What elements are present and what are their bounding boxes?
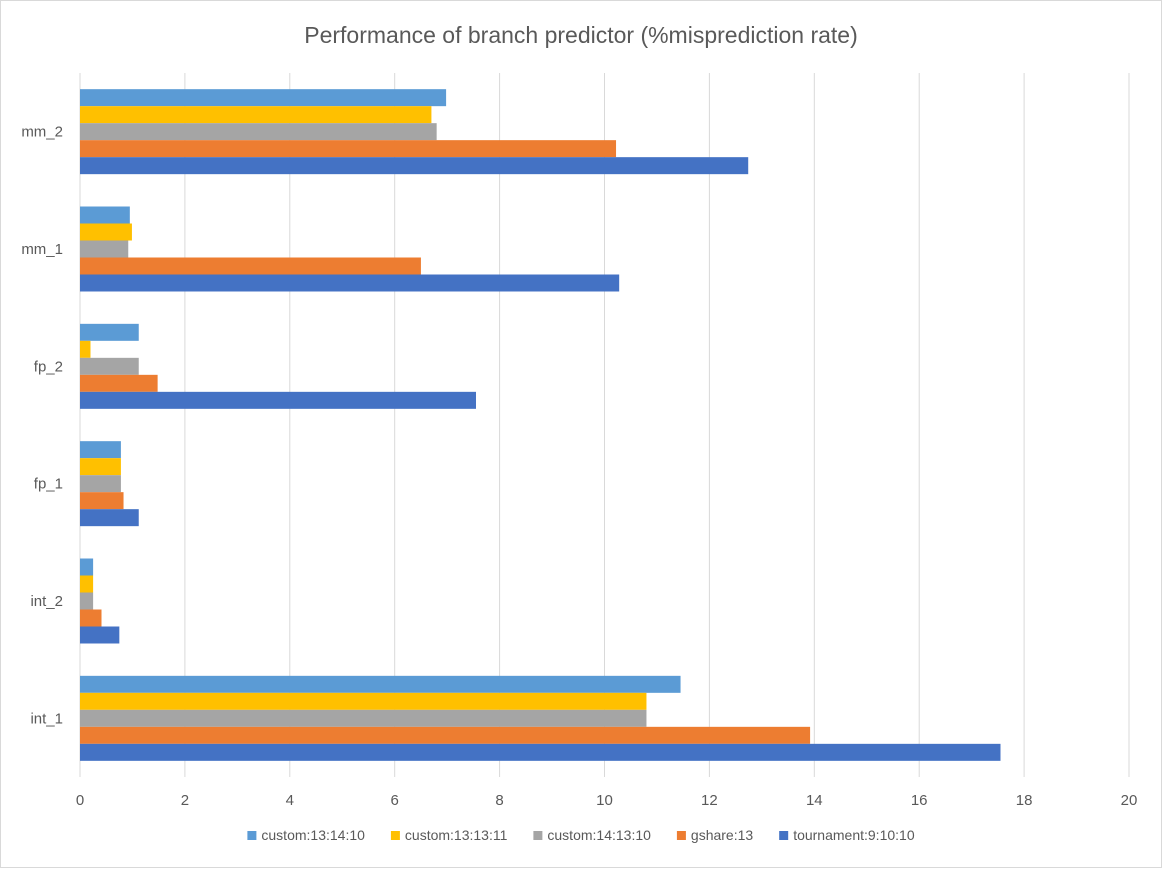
- bar-int-1-series-3: [80, 726, 811, 744]
- category-label-fp-2: fp_2: [34, 358, 63, 375]
- bar-int-1-series-4: [80, 743, 1001, 761]
- bar-int-2-series-3: [80, 609, 102, 627]
- bar-mm-1-series-0: [80, 206, 130, 224]
- bar-fp-2-series-3: [80, 374, 158, 392]
- legend-label-0: custom:13:14:10: [261, 827, 365, 843]
- x-tick-label: 16: [911, 792, 928, 809]
- bar-mm-2-series-3: [80, 140, 617, 158]
- gridlines: [79, 73, 1130, 777]
- bar-mm-2-series-4: [80, 157, 749, 175]
- legend-label-3: gshare:13: [691, 827, 753, 843]
- legend-label-2: custom:14:13:10: [547, 827, 651, 843]
- category-label-fp-1: fp_1: [34, 476, 63, 493]
- legend-swatch-0: [247, 831, 257, 840]
- bar-mm-2-series-2: [80, 123, 437, 141]
- bar-mm-2-series-1: [80, 106, 432, 124]
- bar-fp-2-series-2: [80, 357, 139, 375]
- bar-fp-1-series-4: [80, 509, 139, 527]
- category-label-mm-2: mm_2: [21, 124, 63, 141]
- legend-swatch-1: [390, 831, 400, 840]
- bar-int-1-series-0: [80, 675, 681, 693]
- x-tick-label: 18: [1016, 792, 1033, 809]
- category-label-int-2: int_2: [30, 593, 63, 610]
- x-tick-label: 2: [181, 792, 189, 809]
- x-tick-label: 8: [495, 792, 503, 809]
- category-label-mm-1: mm_1: [21, 241, 63, 258]
- chart-title: Performance of branch predictor (%mispre…: [304, 22, 858, 48]
- bar-mm-1-series-2: [80, 240, 129, 258]
- x-tick-label: 14: [806, 792, 823, 809]
- y-axis-labels: int_1 int_2 fp_1 fp_2 mm_1 mm_2: [21, 124, 63, 728]
- bar-int-2-series-0: [80, 558, 94, 576]
- bar-int-2-series-4: [80, 626, 120, 644]
- x-axis-labels: 0 2 4 6 8 10 12 14 16 18 20: [76, 792, 1138, 809]
- bar-fp-1-series-2: [80, 475, 121, 493]
- x-tick-label: 4: [286, 792, 294, 809]
- bar-fp-1-series-1: [80, 458, 121, 476]
- bar-mm-1-series-3: [80, 257, 421, 275]
- bar-mm-1-series-4: [80, 274, 620, 292]
- bar-int-2-series-1: [80, 575, 94, 593]
- bar-fp-2-series-4: [80, 391, 476, 409]
- legend-label-1: custom:13:13:11: [405, 827, 508, 843]
- bar-int-1-series-1: [80, 692, 647, 710]
- legend-swatch-3: [676, 831, 686, 840]
- legend-swatch-4: [779, 831, 789, 840]
- legend-swatch-2: [533, 831, 543, 840]
- bar-fp-2-series-1: [80, 340, 91, 358]
- bar-mm-2-series-0: [80, 89, 447, 107]
- bar-int-2-series-2: [80, 592, 94, 610]
- x-tick-label: 20: [1121, 792, 1138, 809]
- category-label-int-1: int_1: [30, 710, 63, 727]
- bar-fp-2-series-0: [80, 323, 139, 341]
- legend: custom:13:14:10 custom:13:13:11 custom:14:…: [247, 827, 915, 843]
- bar-int-1-series-2: [80, 709, 647, 727]
- legend-label-4: tournament:9:10:10: [793, 827, 915, 843]
- bars: [80, 89, 1001, 761]
- x-tick-label: 10: [596, 792, 613, 809]
- bar-fp-1-series-0: [80, 441, 121, 459]
- x-tick-label: 6: [391, 792, 399, 809]
- x-tick-label: 12: [701, 792, 718, 809]
- bar-mm-1-series-1: [80, 223, 132, 241]
- x-tick-label: 0: [76, 792, 84, 809]
- bar-fp-1-series-3: [80, 492, 124, 510]
